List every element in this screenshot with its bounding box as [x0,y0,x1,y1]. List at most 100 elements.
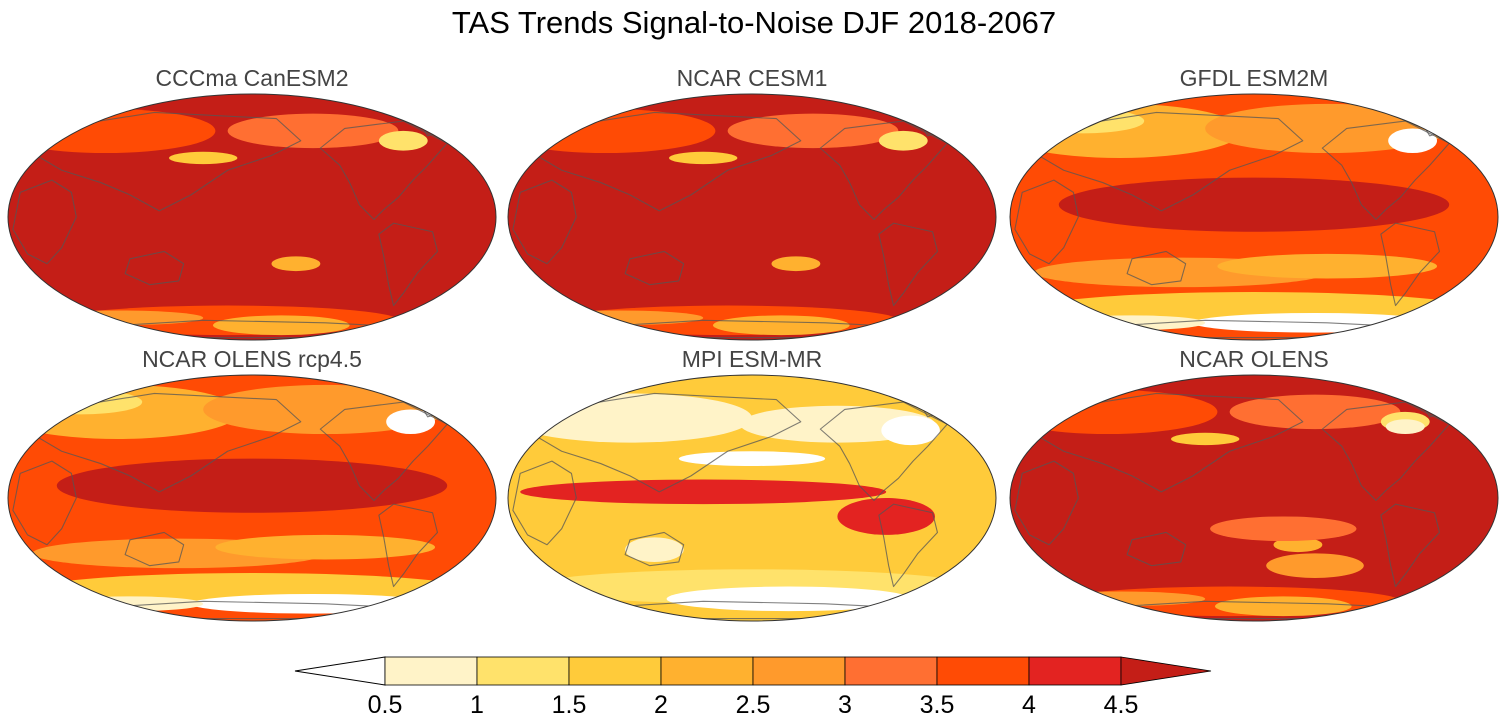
coastline-eurasia [531,111,802,212]
colorbar-box [384,656,478,686]
coastline-southAmerica [878,222,938,307]
field-patch [1214,596,1352,617]
field-patch [227,113,399,149]
coastline-australia [1126,531,1187,567]
map-plot [7,93,497,341]
map-plot [507,93,997,341]
colorbar-tick-label: 2.5 [736,691,771,716]
field-patch [1171,432,1240,446]
panel-title: NCAR CESM1 [676,65,828,91]
colorbar-arrow-max [1120,656,1212,686]
field-patch [8,108,216,154]
figure-title: TAS Trends Signal-to-Noise DJF 2018-2067 [451,5,1057,40]
coastline-southAmerica [1380,222,1440,307]
colorbar-box [752,656,846,686]
panel-title: MPI ESM-MR [681,346,823,372]
map-panel: CCCma CanESM2 [6,64,498,346]
field-patch [32,310,204,326]
colorbar-tick-label: 4.5 [1104,691,1139,716]
coastline-eurasia [1033,392,1304,493]
field-patch [727,113,899,149]
colorbar: 0.5 1 1.5 2 2.5 3 3.5 4 4.5 [294,656,1212,716]
field-patch [56,596,204,612]
map-frame [7,374,497,622]
field-patch [1058,177,1450,232]
field-patch [386,409,435,435]
colorbar-tick-label: 3 [838,691,852,716]
map-plot [1009,374,1499,622]
colorbar-box [844,656,938,686]
coastline-southAmerica [378,222,438,307]
colorbar-box [1028,656,1122,686]
colorbar-tick-label: 3.5 [920,691,955,716]
coastline-australia [124,531,185,567]
field-patch [881,415,940,446]
map-panel: NCAR OLENS [1008,345,1500,627]
field-patch [1388,128,1437,154]
map-field [1010,94,1498,340]
field-patch [378,130,428,151]
field-patch [1058,315,1206,331]
field-patch [215,534,435,560]
map-frame [1009,374,1499,622]
colorbar-box [568,656,662,686]
coastline-africa [1014,179,1079,265]
coastline-eurasia [31,392,302,493]
map-frame [1009,93,1499,341]
colorbar-tick-label: 0.5 [368,691,403,716]
coastline-africa [512,460,577,546]
map-panel: GFDL ESM2M [1008,64,1500,346]
coastline-africa [512,179,577,265]
coastline-eurasia [531,392,802,493]
colorbar-tick-label: 1.5 [552,691,587,716]
colorbar-box [660,656,754,686]
field-patch [169,151,238,165]
field-patch [1217,253,1437,279]
colorbar-box [936,656,1030,686]
map-field [508,375,996,621]
coastline-eurasia [1033,111,1304,212]
coastline-africa [1014,460,1079,546]
field-patch [625,537,684,562]
coastline-eurasia [31,111,302,212]
field-patch [508,393,752,443]
map-field [508,94,996,340]
panel-title: NCAR OLENS rcp4.5 [142,346,362,372]
field-patch [1385,419,1425,435]
field-patch [1010,389,1218,435]
coastline-africa [12,179,77,265]
colorbar-tick-label: 2 [654,691,668,716]
coastline-australia [1126,250,1187,286]
field-patch [666,586,911,612]
field-patch [837,498,935,535]
map-plot [7,374,497,622]
map-frame [507,93,997,341]
field-patch [712,315,850,336]
panel-title: CCCma CanESM2 [155,65,349,91]
coastline-australia [124,250,185,286]
colorbar-arrow-min [294,656,386,686]
field-patch [1034,591,1206,607]
panel-title: GFDL ESM2M [1179,65,1329,91]
field-patch [212,315,350,336]
map-panel: NCAR CESM1 [506,64,998,346]
coastline-southAmerica [1380,503,1440,588]
field-patch [56,458,448,513]
map-panel: MPI ESM-MR [506,345,998,627]
field-patch [1205,103,1450,154]
field-patch [532,310,704,326]
panel-title: NCAR OLENS [1179,346,1329,372]
map-frame [7,93,497,341]
coastline-southAmerica [378,503,438,588]
colorbar-tick-label: 4 [1022,691,1036,716]
map-panel: NCAR OLENS rcp4.5 [6,345,498,627]
field-patch [1266,553,1364,578]
field-patch [878,130,928,151]
field-patch [1273,537,1323,553]
coastline-australia [624,531,685,567]
map-field [8,375,496,621]
field-patch [1229,394,1401,430]
field-patch [508,108,716,154]
field-patch [678,451,826,467]
colorbar-box [476,656,570,686]
